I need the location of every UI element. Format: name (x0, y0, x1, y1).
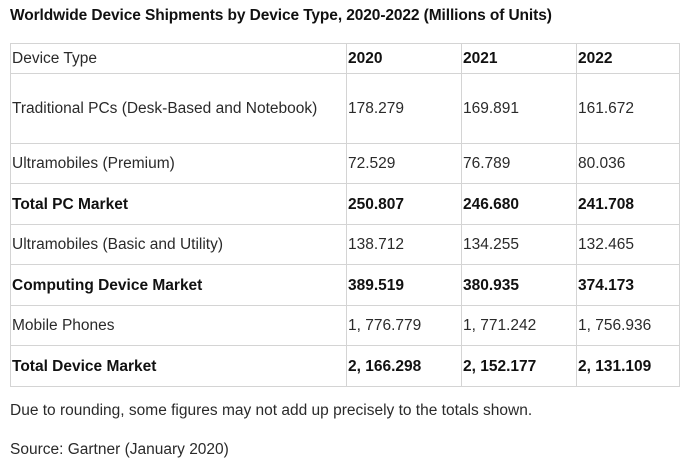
value-cell: 2, 166.298 (346, 345, 462, 387)
value-cell: 138.712 (346, 224, 462, 265)
value-cell: 2, 131.109 (576, 345, 680, 387)
table-row: Ultramobiles (Premium) 72.529 76.789 80.… (10, 143, 680, 184)
value-cell: 132.465 (576, 224, 680, 265)
row-label: Ultramobiles (Basic and Utility) (10, 224, 347, 265)
header-row: Device Type 2020 2021 2022 (10, 43, 680, 74)
table-row: Computing Device Market 389.519 380.935 … (10, 264, 680, 306)
header-cell-2020: 2020 (346, 43, 462, 74)
header-cell-2021: 2021 (461, 43, 577, 74)
value-cell: 161.672 (576, 73, 680, 144)
table-row: Total PC Market 250.807 246.680 241.708 (10, 183, 680, 225)
value-cell: 241.708 (576, 183, 680, 225)
value-cell: 80.036 (576, 143, 680, 184)
source-note: Source: Gartner (January 2020) (10, 441, 229, 458)
rounding-footnote: Due to rounding, some figures may not ad… (10, 402, 533, 419)
value-cell: 380.935 (461, 264, 577, 306)
value-cell: 134.255 (461, 224, 577, 265)
value-cell: 1, 771.242 (461, 305, 577, 346)
table-row: Traditional PCs (Desk-Based and Notebook… (10, 73, 680, 144)
table-row: Mobile Phones 1, 776.779 1, 771.242 1, 7… (10, 305, 680, 346)
header-cell-2022: 2022 (576, 43, 680, 74)
row-label: Mobile Phones (10, 305, 347, 346)
value-cell: 1, 756.936 (576, 305, 680, 346)
value-cell: 76.789 (461, 143, 577, 184)
row-label: Total PC Market (10, 183, 347, 225)
row-label: Total Device Market (10, 345, 347, 387)
table-row: Total Device Market 2, 166.298 2, 152.17… (10, 345, 680, 387)
shipments-table: Device Type 2020 2021 2022 Traditional P… (10, 43, 680, 387)
value-cell: 2, 152.177 (461, 345, 577, 387)
value-cell: 178.279 (346, 73, 462, 144)
table-title: Worldwide Device Shipments by Device Typ… (10, 7, 552, 24)
value-cell: 246.680 (461, 183, 577, 225)
value-cell: 374.173 (576, 264, 680, 306)
table-row: Ultramobiles (Basic and Utility) 138.712… (10, 224, 680, 265)
row-label: Ultramobiles (Premium) (10, 143, 347, 184)
row-label: Traditional PCs (Desk-Based and Notebook… (10, 73, 347, 144)
value-cell: 72.529 (346, 143, 462, 184)
row-label: Computing Device Market (10, 264, 347, 306)
value-cell: 1, 776.779 (346, 305, 462, 346)
value-cell: 169.891 (461, 73, 577, 144)
value-cell: 389.519 (346, 264, 462, 306)
value-cell: 250.807 (346, 183, 462, 225)
header-cell-device-type: Device Type (10, 43, 347, 74)
